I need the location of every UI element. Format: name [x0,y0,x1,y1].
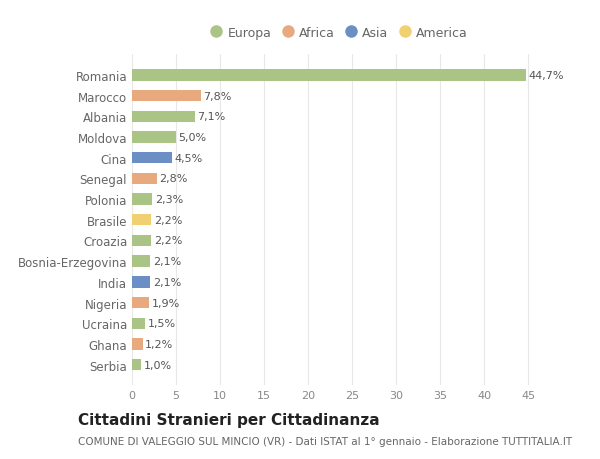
Text: 1,5%: 1,5% [148,319,176,329]
Bar [132,359,141,370]
Text: 4,5%: 4,5% [174,153,203,163]
Bar [132,194,152,205]
Text: 1,2%: 1,2% [145,339,173,349]
Bar [132,235,151,246]
Bar [132,132,176,143]
Text: 2,1%: 2,1% [153,277,181,287]
Text: 44,7%: 44,7% [529,71,564,81]
Bar [132,91,201,102]
Bar [132,256,151,267]
Legend: Europa, Africa, Asia, America: Europa, Africa, Asia, America [205,22,473,45]
Bar [132,339,143,350]
Bar [132,112,194,123]
Bar [132,153,172,164]
Text: 7,8%: 7,8% [203,91,232,101]
Text: 1,0%: 1,0% [143,360,172,370]
Text: 1,9%: 1,9% [151,298,179,308]
Text: 2,2%: 2,2% [154,215,182,225]
Text: COMUNE DI VALEGGIO SUL MINCIO (VR) - Dati ISTAT al 1° gennaio - Elaborazione TUT: COMUNE DI VALEGGIO SUL MINCIO (VR) - Dat… [78,437,572,446]
Text: 5,0%: 5,0% [179,133,207,143]
Bar [132,174,157,185]
Bar [132,277,151,288]
Text: 2,1%: 2,1% [153,257,181,267]
Text: 7,1%: 7,1% [197,112,226,122]
Text: Cittadini Stranieri per Cittadinanza: Cittadini Stranieri per Cittadinanza [78,413,380,428]
Bar [132,297,149,308]
Bar [132,70,526,81]
Bar [132,318,145,329]
Text: 2,8%: 2,8% [160,174,188,184]
Text: 2,3%: 2,3% [155,195,183,205]
Bar [132,215,151,226]
Text: 2,2%: 2,2% [154,236,182,246]
